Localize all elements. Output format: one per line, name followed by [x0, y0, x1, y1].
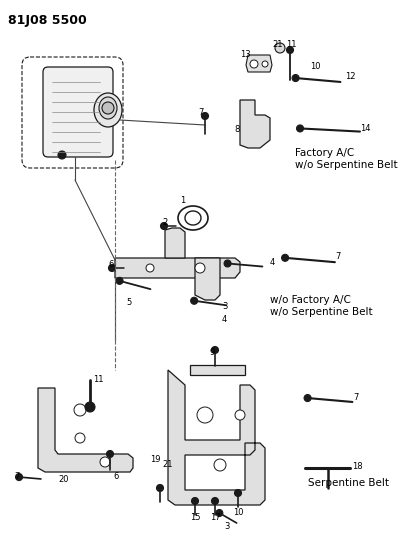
- Ellipse shape: [197, 407, 213, 423]
- Ellipse shape: [235, 410, 245, 420]
- Text: 7: 7: [353, 393, 358, 402]
- Text: 10: 10: [310, 62, 320, 71]
- Ellipse shape: [212, 497, 219, 505]
- Polygon shape: [168, 370, 265, 505]
- Text: 2: 2: [162, 218, 167, 227]
- Ellipse shape: [191, 297, 198, 304]
- Ellipse shape: [160, 222, 168, 230]
- Text: 4: 4: [270, 258, 275, 267]
- Ellipse shape: [85, 402, 95, 412]
- Ellipse shape: [102, 102, 114, 114]
- Text: 6: 6: [113, 472, 118, 481]
- Text: 3: 3: [224, 522, 229, 531]
- Ellipse shape: [297, 125, 303, 132]
- Text: Serpentine Belt: Serpentine Belt: [308, 478, 389, 488]
- Ellipse shape: [275, 43, 285, 53]
- Ellipse shape: [107, 450, 114, 457]
- Ellipse shape: [282, 254, 288, 261]
- Ellipse shape: [234, 489, 242, 497]
- Polygon shape: [165, 228, 185, 258]
- Ellipse shape: [286, 46, 293, 53]
- Ellipse shape: [195, 263, 205, 273]
- Ellipse shape: [202, 112, 208, 119]
- Ellipse shape: [74, 404, 86, 416]
- FancyBboxPatch shape: [43, 67, 113, 157]
- Text: 19: 19: [150, 455, 160, 464]
- Ellipse shape: [99, 97, 117, 119]
- Text: 7: 7: [14, 472, 19, 481]
- Text: 3: 3: [222, 302, 227, 311]
- Polygon shape: [240, 100, 270, 148]
- Text: 1: 1: [180, 196, 185, 205]
- Text: 21: 21: [162, 460, 173, 469]
- Text: 21: 21: [273, 40, 283, 49]
- Text: 13: 13: [240, 50, 250, 59]
- Ellipse shape: [262, 61, 268, 67]
- Ellipse shape: [100, 457, 110, 467]
- Ellipse shape: [212, 346, 219, 353]
- Ellipse shape: [214, 459, 226, 471]
- Ellipse shape: [58, 151, 66, 159]
- Ellipse shape: [146, 264, 154, 272]
- Polygon shape: [195, 258, 220, 300]
- Text: 12: 12: [345, 72, 356, 81]
- Polygon shape: [115, 258, 240, 278]
- Polygon shape: [190, 365, 245, 375]
- Polygon shape: [38, 388, 133, 472]
- Ellipse shape: [304, 394, 311, 401]
- Ellipse shape: [116, 277, 123, 285]
- Ellipse shape: [224, 260, 231, 267]
- Text: 11: 11: [93, 375, 103, 384]
- Text: 6: 6: [108, 260, 114, 269]
- Text: 15: 15: [190, 513, 200, 522]
- Text: w/o Factory A/C
w/o Serpentine Belt: w/o Factory A/C w/o Serpentine Belt: [270, 295, 372, 317]
- Ellipse shape: [109, 264, 116, 271]
- Ellipse shape: [75, 433, 85, 443]
- Ellipse shape: [216, 510, 223, 516]
- Text: 4: 4: [222, 315, 227, 324]
- Text: 7: 7: [198, 108, 203, 117]
- Ellipse shape: [191, 497, 198, 505]
- Ellipse shape: [15, 473, 23, 481]
- Text: 14: 14: [360, 124, 370, 133]
- Polygon shape: [246, 55, 272, 72]
- Text: 5: 5: [126, 298, 131, 307]
- Text: 18: 18: [352, 462, 363, 471]
- Text: 20: 20: [58, 475, 69, 484]
- Ellipse shape: [156, 484, 164, 491]
- Text: 9: 9: [210, 348, 215, 357]
- Ellipse shape: [250, 60, 258, 68]
- Text: Factory A/C
w/o Serpentine Belt: Factory A/C w/o Serpentine Belt: [295, 148, 398, 169]
- Text: 17: 17: [210, 513, 221, 522]
- Text: 10: 10: [233, 508, 244, 517]
- Text: 11: 11: [286, 40, 297, 49]
- Text: 8: 8: [234, 125, 240, 134]
- Text: 7: 7: [335, 252, 341, 261]
- Ellipse shape: [292, 75, 299, 82]
- Ellipse shape: [94, 93, 122, 127]
- Text: 81J08 5500: 81J08 5500: [8, 14, 87, 27]
